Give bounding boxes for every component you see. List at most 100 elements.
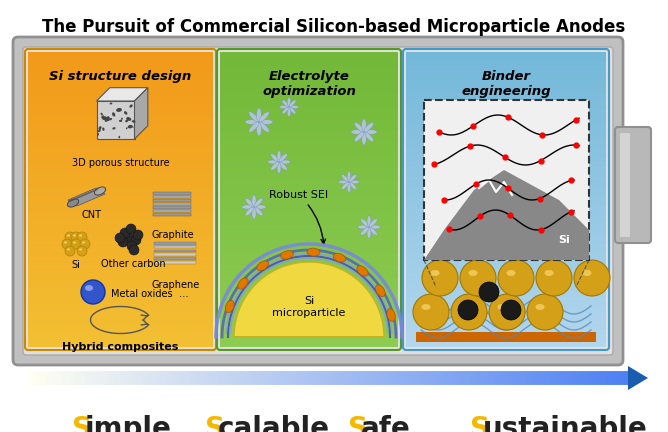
Bar <box>220 227 398 228</box>
Bar <box>406 151 606 152</box>
Bar <box>220 321 398 322</box>
Text: S: S <box>470 415 490 432</box>
Bar <box>28 68 213 69</box>
Bar <box>220 344 398 345</box>
Bar <box>28 144 213 145</box>
Ellipse shape <box>100 113 103 115</box>
Bar <box>220 181 398 182</box>
Bar <box>28 230 213 231</box>
Bar <box>406 178 606 179</box>
Bar <box>28 148 213 149</box>
Bar <box>28 149 213 150</box>
Bar <box>28 228 213 229</box>
Bar <box>220 171 398 172</box>
Ellipse shape <box>375 285 385 297</box>
Bar <box>220 77 398 78</box>
Bar <box>406 133 606 134</box>
Bar <box>406 197 606 198</box>
Text: Other carbon: Other carbon <box>101 259 165 269</box>
Ellipse shape <box>369 219 377 227</box>
Bar <box>220 309 398 310</box>
Bar <box>220 158 398 159</box>
Bar <box>406 228 606 229</box>
Bar <box>406 333 606 334</box>
Bar <box>406 52 606 53</box>
Ellipse shape <box>257 261 269 270</box>
Ellipse shape <box>369 225 380 229</box>
Bar <box>406 79 606 80</box>
Bar <box>406 55 606 56</box>
Bar <box>220 55 398 56</box>
Bar <box>220 307 398 308</box>
Bar <box>220 302 398 303</box>
Bar <box>406 342 606 343</box>
Bar <box>220 271 398 272</box>
Bar <box>406 274 606 275</box>
Bar <box>220 206 398 207</box>
Bar <box>28 120 213 121</box>
Ellipse shape <box>97 133 99 136</box>
Bar <box>220 314 398 315</box>
Bar <box>406 267 606 268</box>
Bar <box>406 317 606 318</box>
Ellipse shape <box>279 154 287 162</box>
Bar <box>28 87 213 88</box>
Bar <box>220 315 398 316</box>
Ellipse shape <box>277 162 281 173</box>
Ellipse shape <box>364 122 373 132</box>
Bar <box>220 286 398 287</box>
Ellipse shape <box>271 162 279 170</box>
Ellipse shape <box>64 241 67 244</box>
FancyBboxPatch shape <box>154 242 196 245</box>
FancyBboxPatch shape <box>153 210 191 212</box>
Bar <box>28 227 213 228</box>
Bar <box>220 125 398 126</box>
Bar <box>406 183 606 184</box>
Bar <box>220 312 398 313</box>
Bar <box>28 52 213 53</box>
Bar <box>406 111 606 112</box>
Bar <box>220 163 398 164</box>
Bar <box>220 279 398 280</box>
Bar <box>406 130 606 131</box>
Ellipse shape <box>132 126 134 128</box>
Bar <box>220 166 398 167</box>
Text: Si: Si <box>558 235 570 245</box>
Bar <box>406 343 606 344</box>
Circle shape <box>527 294 563 330</box>
Ellipse shape <box>281 251 293 259</box>
Bar <box>406 257 606 258</box>
Ellipse shape <box>67 199 79 207</box>
Circle shape <box>65 246 75 256</box>
Bar <box>220 117 398 118</box>
Bar <box>220 147 398 148</box>
Bar <box>406 138 606 139</box>
Bar <box>406 261 606 262</box>
Bar <box>220 298 398 299</box>
Bar <box>220 142 398 143</box>
Bar <box>220 99 398 100</box>
Bar <box>406 132 606 133</box>
Bar <box>28 344 213 345</box>
Bar <box>406 294 606 295</box>
Ellipse shape <box>347 172 351 182</box>
Bar <box>406 202 606 203</box>
Bar <box>406 281 606 282</box>
Bar <box>220 75 398 76</box>
Bar <box>406 296 606 297</box>
Ellipse shape <box>349 180 359 184</box>
Bar <box>406 96 606 97</box>
Bar <box>406 248 606 249</box>
Bar <box>220 259 398 260</box>
Bar <box>406 143 606 144</box>
Bar <box>220 301 398 302</box>
Bar <box>406 134 606 135</box>
Bar <box>28 257 213 258</box>
Ellipse shape <box>102 115 104 118</box>
Bar <box>406 291 606 292</box>
FancyBboxPatch shape <box>153 196 191 198</box>
Bar <box>28 160 213 161</box>
FancyBboxPatch shape <box>620 133 630 237</box>
Bar <box>28 327 213 328</box>
Bar <box>406 340 606 341</box>
